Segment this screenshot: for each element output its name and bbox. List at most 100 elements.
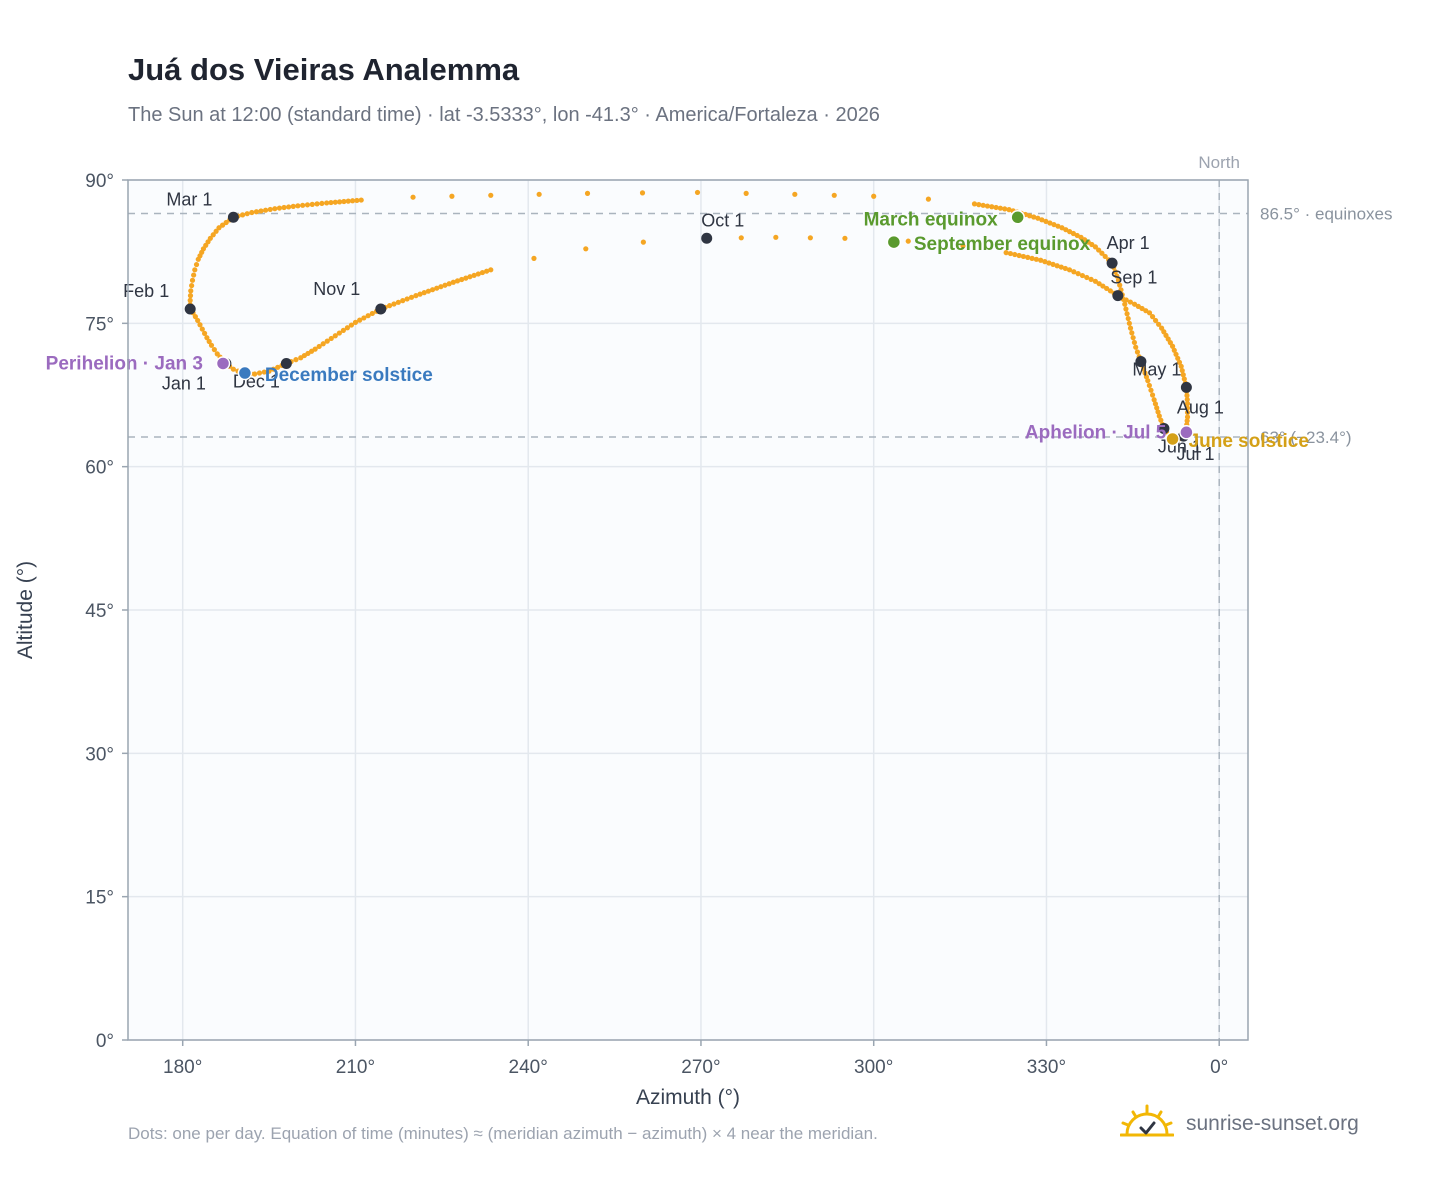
daily-dot bbox=[1047, 220, 1053, 226]
daily-dot bbox=[413, 293, 419, 299]
daily-dot bbox=[1054, 263, 1060, 269]
daily-dot bbox=[1184, 396, 1190, 403]
daily-dot bbox=[1055, 223, 1061, 229]
daily-dot bbox=[239, 212, 246, 218]
x-tick-label: 300° bbox=[854, 1057, 893, 1078]
daily-dot bbox=[1114, 273, 1120, 279]
daily-dot bbox=[275, 364, 281, 370]
x-tick-label: 270° bbox=[681, 1057, 720, 1078]
event-marker bbox=[215, 356, 231, 371]
daily-dot bbox=[197, 322, 203, 328]
y-tick-label: 90° bbox=[85, 171, 114, 192]
event-marker bbox=[1179, 425, 1194, 440]
daily-dot bbox=[1131, 301, 1138, 307]
month-label: Apr 1 bbox=[1107, 233, 1150, 253]
daily-dot bbox=[421, 290, 427, 296]
event-label: June solstice bbox=[1189, 431, 1309, 452]
daily-dot bbox=[340, 327, 346, 334]
daily-dot bbox=[1062, 265, 1068, 272]
daily-dot bbox=[1029, 255, 1035, 261]
daily-dot bbox=[1071, 269, 1077, 275]
daily-dot bbox=[475, 271, 481, 277]
daily-dot bbox=[1159, 325, 1165, 331]
axes: 180° 210° 240° 270° 300° 330° 0° 0° 15° 30° 45° 60°… bbox=[85, 171, 1228, 1078]
daily-dot bbox=[1051, 221, 1057, 228]
daily-dot bbox=[1099, 250, 1105, 256]
daily-dot bbox=[348, 322, 355, 328]
daily-dot bbox=[1184, 401, 1191, 407]
daily-dot bbox=[210, 232, 216, 238]
daily-dot bbox=[997, 205, 1003, 211]
chart-subtitle: The Sun at 12:00 (standard time) · lat -… bbox=[128, 104, 880, 126]
daily-dot bbox=[1158, 417, 1164, 423]
y-tick-label: 30° bbox=[85, 744, 114, 765]
month-label: Sep 1 bbox=[1110, 268, 1157, 288]
brand-logo[interactable]: sunrise-sunset.org bbox=[1120, 1104, 1359, 1144]
daily-dot bbox=[984, 203, 991, 209]
daily-dot bbox=[286, 204, 292, 210]
daily-dot bbox=[192, 267, 198, 273]
daily-dot bbox=[1129, 330, 1135, 336]
daily-dot bbox=[1033, 256, 1039, 262]
daily-dot bbox=[369, 310, 375, 317]
y-tick-label: 15° bbox=[85, 888, 114, 909]
daily-dot bbox=[319, 200, 325, 207]
daily-dot bbox=[459, 276, 465, 283]
daily-dot bbox=[1127, 299, 1133, 305]
x-tick-label: 210° bbox=[336, 1057, 375, 1078]
daily-dot bbox=[1171, 347, 1177, 353]
daily-dot bbox=[201, 330, 208, 336]
daily-dot bbox=[1112, 269, 1118, 275]
daily-dot bbox=[266, 368, 272, 374]
daily-dot bbox=[1088, 276, 1094, 282]
daily-dot bbox=[410, 194, 416, 200]
daily-dot bbox=[256, 370, 263, 376]
daily-dot bbox=[792, 191, 798, 197]
daily-dot bbox=[187, 297, 193, 303]
daily-dot bbox=[189, 282, 195, 289]
daily-dot bbox=[219, 222, 226, 228]
daily-dot bbox=[354, 197, 360, 204]
x-tick-label: 240° bbox=[509, 1057, 548, 1078]
daily-dot bbox=[361, 315, 367, 321]
daily-dot bbox=[295, 203, 301, 209]
y-axis-label: Altitude (°) bbox=[14, 561, 37, 659]
daily-dot bbox=[449, 193, 455, 199]
daily-dot bbox=[871, 193, 877, 199]
daily-dot bbox=[358, 197, 364, 203]
x-tick-label: 0° bbox=[1210, 1057, 1228, 1078]
daily-dot bbox=[454, 278, 461, 284]
daily-dot bbox=[1151, 397, 1157, 403]
month-label: May 1 bbox=[1132, 360, 1181, 380]
daily-dot bbox=[1173, 351, 1179, 357]
month-label: Mar 1 bbox=[166, 189, 212, 209]
daily-dot bbox=[640, 239, 646, 245]
month-marker bbox=[1106, 257, 1118, 269]
daily-dot bbox=[223, 219, 229, 226]
daily-dot bbox=[320, 341, 326, 347]
daily-dot bbox=[328, 335, 334, 342]
daily-dot bbox=[309, 201, 315, 207]
daily-dot bbox=[337, 199, 343, 205]
daily-dot bbox=[417, 291, 423, 297]
daily-dot bbox=[471, 272, 477, 278]
daily-dot bbox=[344, 325, 350, 331]
daily-dot bbox=[293, 357, 299, 363]
daily-dot bbox=[189, 277, 196, 283]
daily-dot bbox=[404, 296, 410, 302]
daily-dot bbox=[488, 267, 494, 273]
daily-dot bbox=[1122, 301, 1128, 307]
daily-dot bbox=[971, 201, 978, 207]
daily-dot bbox=[188, 288, 194, 294]
month-marker bbox=[227, 211, 239, 223]
brand-name: sunrise-sunset.org bbox=[1186, 1112, 1359, 1135]
daily-dot bbox=[1124, 311, 1130, 317]
daily-dot bbox=[1127, 325, 1134, 331]
daily-dot bbox=[1179, 367, 1185, 374]
daily-dot bbox=[328, 199, 334, 206]
daily-dot bbox=[1012, 251, 1018, 258]
daily-dot bbox=[1184, 414, 1191, 420]
daily-dot bbox=[1058, 264, 1064, 270]
daily-dot bbox=[1039, 217, 1045, 223]
